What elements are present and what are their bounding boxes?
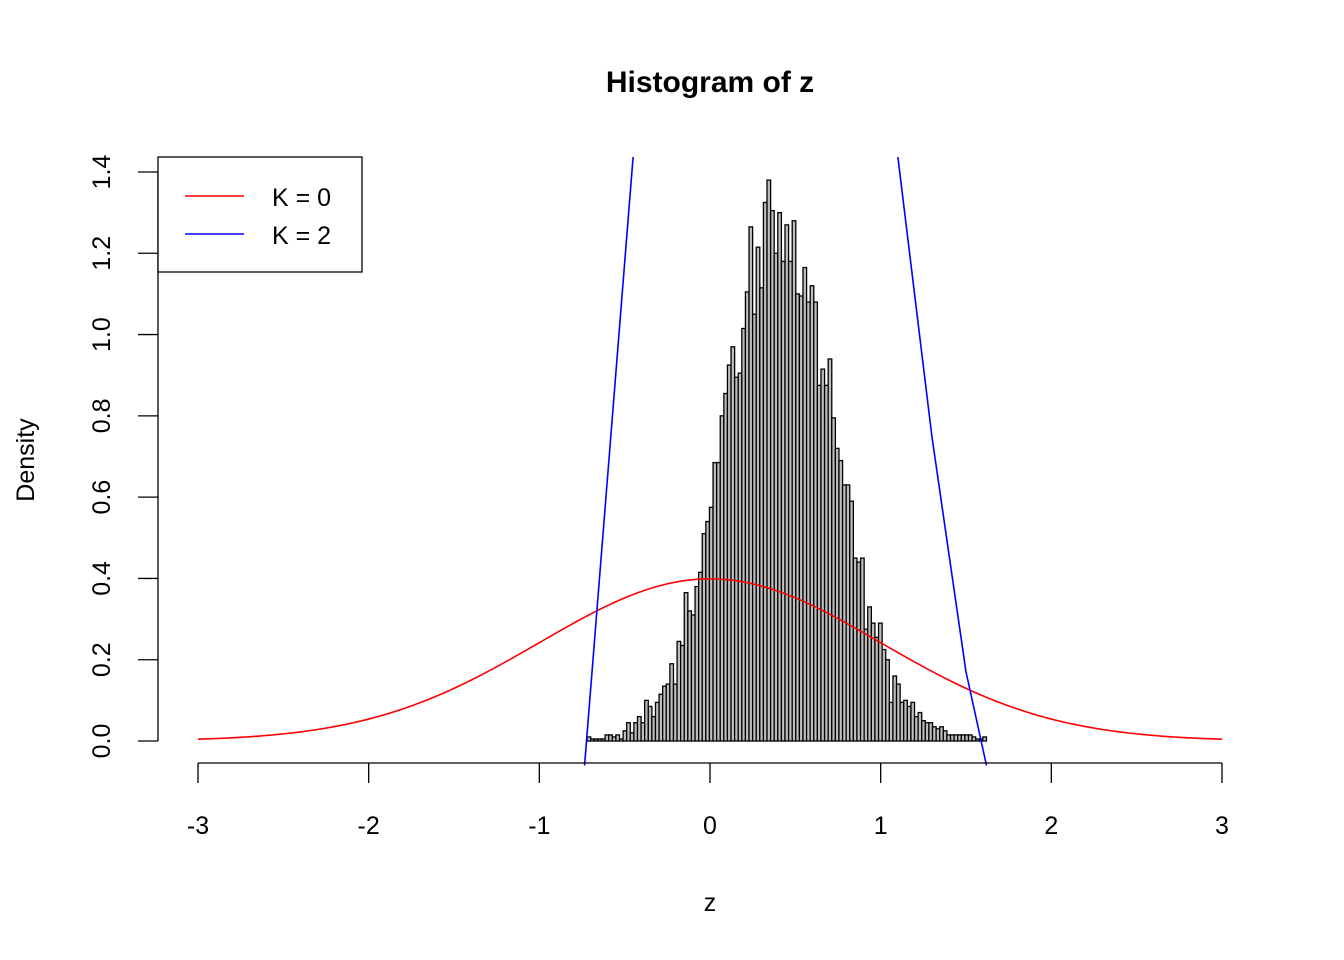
histogram-bar [982, 736, 988, 742]
x-tick-label: 3 [1215, 812, 1229, 840]
density-curves [197, 157, 1223, 766]
histogram-bar [615, 734, 621, 742]
x-axis-title: z [704, 889, 717, 917]
histogram-bar [626, 722, 631, 742]
y-tick-label: 1.4 [88, 155, 116, 190]
x-tick-label: -1 [528, 812, 550, 840]
histogram-bars [586, 179, 988, 742]
y-axis: 0.0 0.2 0.4 0.6 0.8 1.0 1.2 1.4 [88, 155, 159, 759]
y-tick-label: 1.0 [88, 317, 116, 352]
y-tick-label: 0.8 [88, 398, 116, 433]
legend-label-k2: K = 2 [272, 222, 331, 250]
y-axis-title: Density [12, 418, 40, 502]
density-curve-k2 [583, 157, 988, 766]
y-tick-label: 0.6 [88, 480, 116, 515]
legend: K = 0 K = 2 [157, 156, 363, 273]
x-tick-label: -3 [187, 812, 209, 840]
histogram-bar [885, 659, 890, 742]
x-tick-label: 1 [874, 812, 888, 840]
x-tick-label: 2 [1044, 812, 1058, 840]
y-tick-label: 0.4 [88, 561, 116, 596]
legend-box [157, 156, 363, 273]
density-curve-k0 [197, 578, 1223, 740]
x-axis: -3 -2 -1 0 1 2 3 [187, 762, 1229, 840]
legend-label-k0: K = 0 [272, 184, 331, 212]
chart-title: Histogram of z [606, 66, 814, 99]
x-tick-label: -2 [358, 812, 380, 840]
y-tick-label: 0.0 [88, 724, 116, 759]
x-tick-label: 0 [703, 812, 717, 840]
y-tick-label: 1.2 [88, 236, 116, 271]
y-tick-label: 0.2 [88, 642, 116, 677]
